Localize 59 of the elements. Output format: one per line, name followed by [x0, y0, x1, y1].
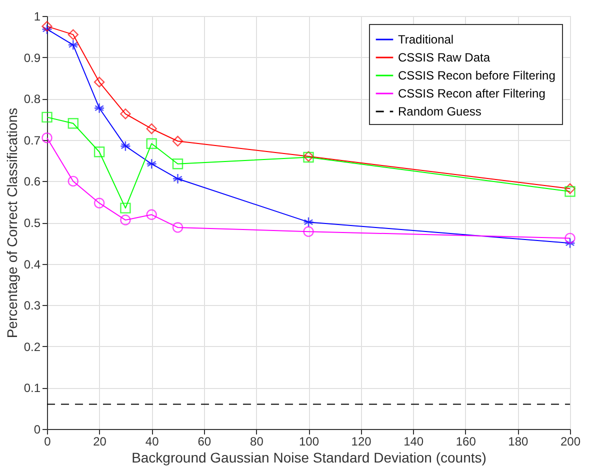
point [564, 232, 576, 244]
point [146, 158, 157, 170]
x-tick-label: 20 [93, 434, 107, 448]
legend-label: CSSIS Recon after Filtering [398, 86, 546, 100]
point [120, 108, 131, 120]
point [94, 76, 105, 88]
x-tick-label: 180 [508, 434, 529, 448]
legend-label: CSSIS Raw Data [398, 50, 490, 64]
point [120, 140, 131, 152]
x-tick-label: 160 [456, 434, 476, 448]
x-tick-label: 200 [560, 434, 581, 448]
point [42, 112, 52, 123]
point [120, 202, 131, 214]
point [146, 138, 157, 149]
y-tick-label: 1 [34, 10, 41, 24]
y-tick-label: 0.5 [24, 216, 41, 230]
y-tick-label: 0 [34, 422, 41, 436]
point [94, 102, 105, 114]
point [564, 186, 576, 197]
legend-label: Traditional [398, 32, 454, 46]
point [94, 198, 105, 208]
y-tick-label: 0.2 [24, 340, 41, 354]
x-tick-label: 140 [404, 434, 424, 448]
point [146, 123, 157, 134]
x-tick-label: 0 [44, 434, 52, 448]
x-tick-label: 80 [250, 434, 264, 448]
x-tick-label: 40 [145, 434, 160, 448]
point [42, 132, 52, 144]
point [172, 222, 184, 233]
x-tick-label: 60 [198, 434, 212, 448]
point [68, 176, 78, 187]
x-tick-label: 100 [298, 434, 320, 448]
y-tick-label: 0.8 [24, 92, 41, 106]
y-tick-label: 0.9 [24, 50, 41, 65]
point [146, 209, 157, 220]
point [94, 146, 105, 158]
y-axis-title: Percentage of Correct Classifications [4, 108, 20, 338]
y-tick-label: 0.3 [24, 298, 41, 313]
point [42, 24, 52, 35]
y-tick-label: 0.4 [24, 257, 41, 272]
point [68, 40, 78, 50]
point [564, 238, 576, 248]
y-tick-label: 0.7 [24, 133, 41, 148]
point [303, 226, 314, 237]
point [172, 136, 184, 146]
point [564, 183, 576, 194]
y-tick-label: 0.1 [24, 381, 41, 396]
point [172, 173, 184, 184]
legend-label: Random Guess [398, 104, 482, 118]
x-tick-label: 120 [351, 434, 372, 448]
point [120, 214, 131, 226]
x-axis-title: Background Gaussian Noise Standard Deviation (counts) [132, 450, 486, 466]
legend-label: CSSIS Recon before Filtering [398, 68, 556, 82]
point [303, 216, 314, 228]
point [42, 20, 52, 32]
point [172, 158, 184, 170]
point [68, 118, 78, 129]
y-tick-label: 0.6 [24, 174, 41, 189]
point [68, 29, 78, 40]
